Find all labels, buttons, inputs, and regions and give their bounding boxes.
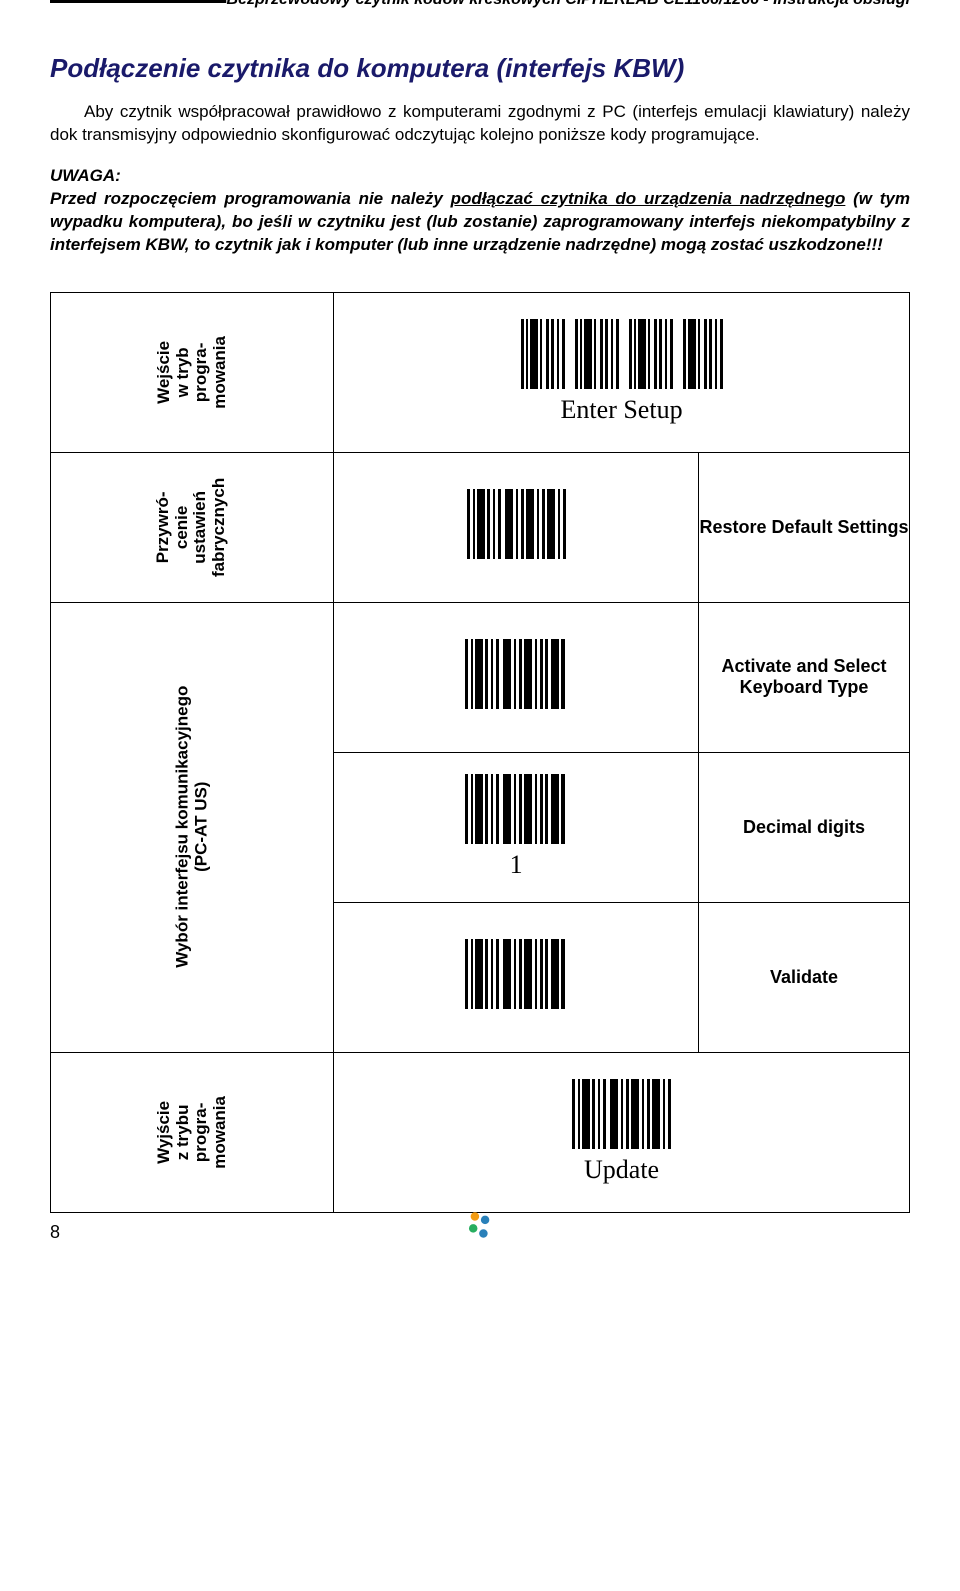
- side-exit: Wyjściez trybuprogra-mowania: [51, 1052, 334, 1212]
- barcode-decimal: 1: [334, 752, 699, 902]
- page-header: Bezprzewodowy czytnik kodów kreskowych C…: [227, 0, 910, 19]
- barcode-table: Wejściew trybprogra-mowania Enter Setup …: [50, 292, 910, 1213]
- desc-validate: Validate: [699, 902, 910, 1052]
- barcode-update: Update: [334, 1052, 910, 1212]
- desc-activate: Activate and Select Keyboard Type: [699, 602, 910, 752]
- page-number: 8: [50, 1222, 60, 1243]
- intro-paragraph: Aby czytnik współpracował prawidłowo z k…: [50, 101, 910, 147]
- barcode-activate: [334, 602, 699, 752]
- footer-logo-icon: [463, 1208, 497, 1247]
- page-title: Podłączenie czytnika do komputera (inter…: [50, 53, 910, 84]
- side-restore: Przywró-cenieustawieńfabrycznych: [51, 452, 334, 602]
- warning-paragraph: UWAGA: Przed rozpoczęciem programowania …: [50, 165, 910, 257]
- barcode-restore: [334, 452, 699, 602]
- barcode-enter-setup: Enter Setup: [334, 292, 910, 452]
- barcode-validate: [334, 902, 699, 1052]
- side-enter: Wejściew trybprogra-mowania: [51, 292, 334, 452]
- desc-restore: Restore Default Settings: [699, 452, 910, 602]
- side-interface: Wybór interfejsu komunikacyjnego(PC-AT U…: [51, 602, 334, 1052]
- desc-decimal: Decimal digits: [699, 752, 910, 902]
